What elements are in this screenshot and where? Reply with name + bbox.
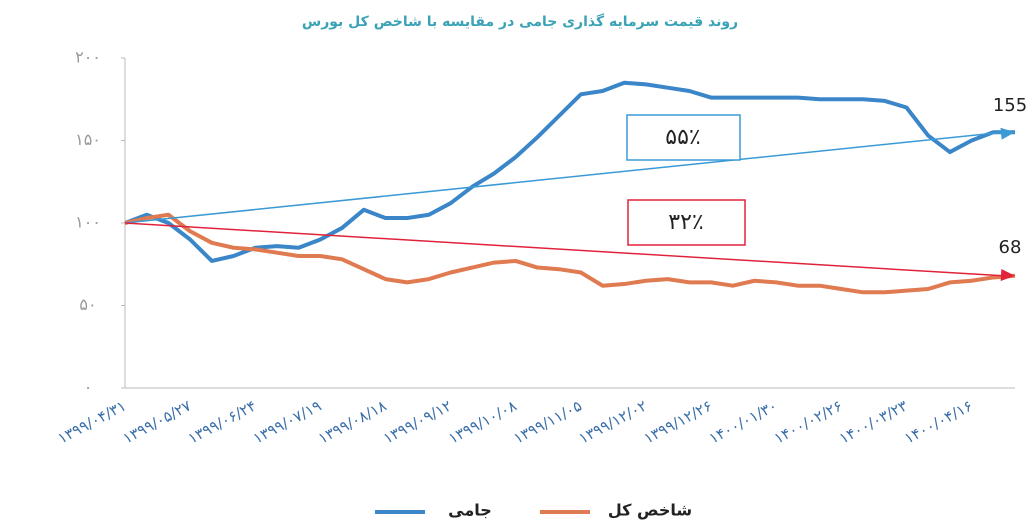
x-tick-label: ۱۴۰۰/۰۱/۳۰ bbox=[706, 397, 780, 448]
x-tick-label: ۱۳۹۹/۰۷/۱۹ bbox=[250, 397, 324, 448]
x-tick-label: ۱۳۹۹/۱۲/۲۶ bbox=[641, 397, 715, 448]
annotation: 68 bbox=[999, 237, 1022, 258]
series-line bbox=[124, 80, 1015, 263]
x-tick-label: ۱۳۹۹/۰۵/۲۷ bbox=[120, 397, 194, 448]
annotation: ۳۲٪ bbox=[668, 210, 703, 235]
legend-label: جامی bbox=[448, 501, 492, 520]
arrow-head bbox=[1000, 268, 1015, 281]
y-tick-label: ۱۵۰ bbox=[75, 130, 101, 149]
x-tick-label: ۱۳۹۹/۰۸/۱۸ bbox=[315, 397, 389, 448]
y-tick-label: ۱۰۰ bbox=[75, 213, 101, 232]
x-tick-label: ۱۳۹۹/۰۴/۳۱ bbox=[55, 397, 129, 448]
annotation: 155 bbox=[993, 95, 1027, 116]
trend-arrow bbox=[124, 131, 1004, 224]
annotation-box bbox=[626, 114, 741, 161]
x-tick-label: ۱۴۰۰/۰۲/۲۶ bbox=[771, 397, 845, 448]
annotation-box bbox=[627, 199, 746, 246]
y-tick-label: ۵۰ bbox=[79, 295, 96, 314]
x-tick-label: ۱۳۹۹/۰۹/۱۲ bbox=[380, 397, 454, 448]
x-tick-label: ۱۳۹۹/۱۱/۰۵ bbox=[511, 397, 585, 448]
arrow-head bbox=[1000, 127, 1015, 140]
y-tick-label: ۰ bbox=[84, 378, 93, 397]
legend-label: شاخص کل bbox=[608, 501, 692, 520]
x-tick-label: ۱۴۰۰/۰۳/۲۳ bbox=[836, 397, 910, 448]
x-tick-label: ۱۴۰۰/۰۴/۱۶ bbox=[901, 397, 975, 448]
series-line bbox=[124, 212, 1016, 295]
annotation: ۵۵٪ bbox=[665, 125, 700, 150]
x-tick-label: ۱۳۹۹/۱۲/۰۲ bbox=[576, 397, 650, 448]
x-tick-label: ۱۳۹۹/۰۶/۲۴ bbox=[185, 397, 259, 448]
y-tick-label: ۲۰۰ bbox=[75, 48, 101, 67]
chart-title: روند قیمت سرمایه گذاری جامی در مقایسه با… bbox=[302, 13, 738, 30]
trend-arrow bbox=[124, 222, 1004, 277]
x-tick-label: ۱۳۹۹/۱۰/۰۸ bbox=[445, 397, 519, 448]
